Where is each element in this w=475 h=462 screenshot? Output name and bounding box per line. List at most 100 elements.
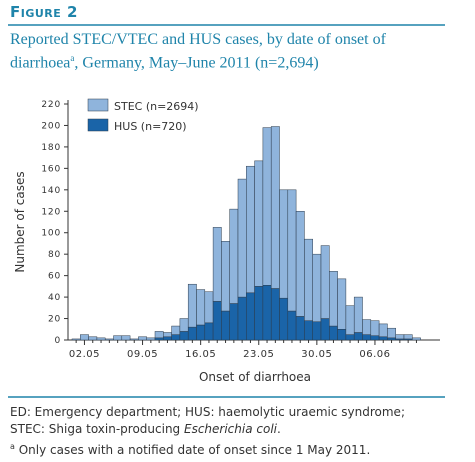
bar-segment — [212, 301, 222, 341]
chart-title: Reported STEC/VTEC and HUS cases, by dat… — [10, 30, 390, 72]
notes: ED: Emergency department; HUS: haemolyti… — [10, 404, 405, 459]
bar-segment — [353, 296, 363, 333]
x-tick-label: 06.06 — [359, 349, 390, 360]
bar-segment — [229, 303, 239, 341]
bar-segment — [71, 338, 81, 341]
bar-segment — [254, 286, 264, 341]
bar-segment — [270, 126, 280, 289]
bar-segment — [320, 318, 330, 341]
bar-segment — [295, 211, 305, 317]
bar-segment — [237, 178, 247, 298]
y-axis-title: Number of cases — [13, 171, 27, 272]
bar-segment — [212, 227, 222, 302]
bar-segment — [80, 334, 89, 341]
bar-segment — [337, 329, 347, 341]
bar-segment — [204, 291, 214, 324]
bar-segment — [246, 292, 255, 341]
footnote-marker: a — [10, 442, 15, 451]
x-tick-label: 30.05 — [301, 349, 332, 360]
x-axis-title: Onset of diarrhoea — [199, 370, 311, 384]
bar-segment — [403, 334, 413, 340]
bar-segment — [295, 316, 305, 341]
note-text: STEC: Shiga toxin-producing — [10, 422, 184, 436]
bar-segment — [179, 318, 189, 332]
y-tick-label: 200 — [41, 121, 61, 131]
bar-segment — [287, 310, 297, 341]
bar-segment — [237, 296, 247, 341]
bar-segment — [329, 271, 338, 327]
title-text: Reported STEC/VTEC and HUS cases, by dat… — [10, 31, 386, 72]
bar-segment — [121, 335, 131, 341]
y-tick-label: 80 — [48, 250, 61, 260]
bar-segment — [163, 332, 172, 338]
bar-segment — [312, 321, 322, 341]
bar-segment — [312, 253, 322, 323]
y-tick-label: 160 — [41, 164, 61, 174]
legend-swatch — [87, 98, 109, 112]
bar-segment — [362, 319, 372, 335]
y-tick-label: 120 — [41, 207, 61, 217]
bar-segment — [187, 326, 197, 341]
bar-segment — [96, 337, 106, 341]
footnote: a Only cases with a notified date of ons… — [10, 438, 405, 459]
bar-segment — [196, 289, 206, 326]
bar-segment — [154, 331, 164, 339]
y-tick-label: 20 — [48, 315, 61, 325]
legend-swatch — [87, 118, 109, 132]
note-italic: Escherichia coli — [183, 422, 277, 436]
bar-segment — [204, 322, 214, 341]
footnote-text: Only cases with a notified date of onset… — [18, 443, 371, 457]
bar-segment — [246, 165, 255, 294]
bar-segment — [154, 337, 164, 341]
bar-segment — [329, 325, 338, 341]
note: ED: Emergency department; HUS: haemolyti… — [10, 405, 405, 419]
bar-segment — [229, 208, 239, 304]
bar-segment — [395, 334, 405, 340]
bar-segment — [187, 283, 197, 328]
bar-segment — [88, 336, 98, 341]
bar-segment — [279, 189, 289, 299]
y-tick-label: 40 — [48, 293, 61, 303]
title-end: , Germany, May–June 2011 (n=2,694) — [74, 54, 319, 72]
bar-segment — [387, 337, 396, 341]
legend-label: HUS (n=720) — [114, 120, 187, 133]
bar-segment — [378, 336, 388, 341]
bar-segment — [221, 241, 230, 312]
bar-segment — [138, 336, 147, 341]
bar-segment — [262, 127, 272, 286]
legend-label: STEC (n=2694) — [114, 100, 199, 113]
bar-segment — [146, 337, 156, 341]
bar-segment — [221, 310, 230, 341]
bar-segment — [304, 238, 313, 321]
x-tick-label: 23.05 — [243, 349, 274, 360]
bar-segment — [362, 334, 372, 341]
bar-segment — [337, 278, 347, 330]
bar-segment — [287, 189, 297, 312]
x-tick-label: 02.05 — [69, 349, 100, 360]
bar-segment — [378, 323, 388, 338]
figure-label: Figure 2 — [10, 3, 78, 21]
title-superscript: a — [70, 53, 75, 63]
bar-segment — [196, 324, 206, 341]
bar-segment — [104, 338, 114, 341]
bar-segment — [262, 285, 272, 341]
note-text: . — [276, 422, 281, 436]
bar-segment — [171, 334, 181, 341]
bar-segment — [370, 320, 380, 336]
bar-segment — [370, 335, 380, 341]
x-tick-label: 09.05 — [127, 349, 158, 360]
bar-segment — [270, 288, 280, 341]
bar-segment — [179, 331, 189, 341]
bar-segment — [163, 336, 172, 341]
note: STEC: Shiga toxin-producing Escherichia … — [10, 421, 405, 438]
bar-segment — [171, 325, 181, 335]
bar-segment — [279, 297, 289, 341]
y-tick-label: 0 — [54, 336, 61, 346]
y-tick-label: 220 — [41, 100, 61, 110]
bar-segment — [412, 337, 421, 341]
bar-segment — [320, 245, 330, 319]
y-tick-label: 60 — [48, 272, 61, 282]
bar-segment — [129, 338, 139, 341]
